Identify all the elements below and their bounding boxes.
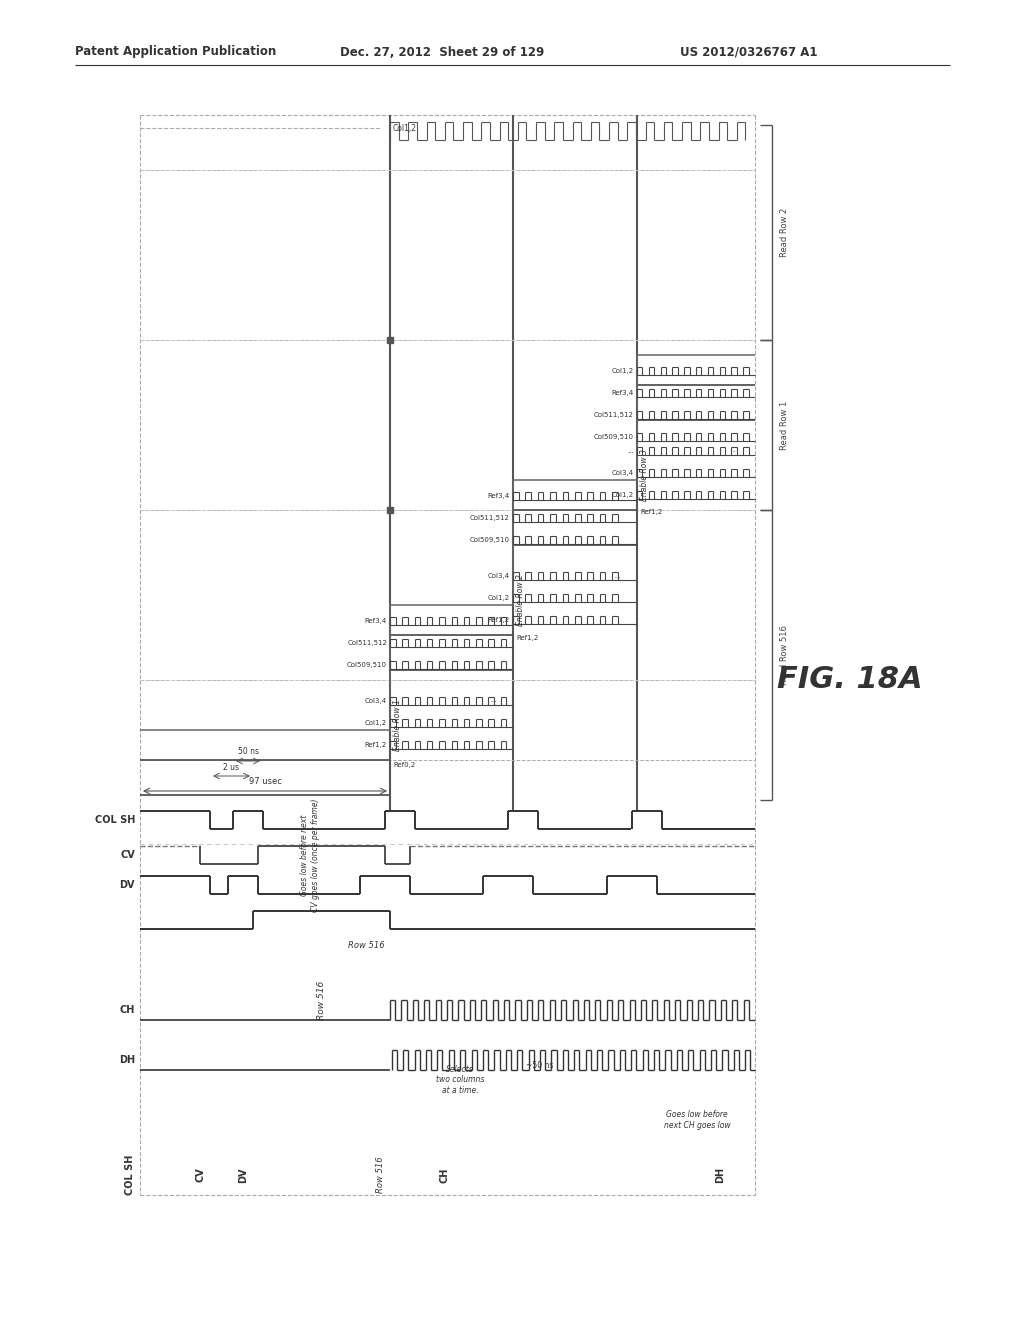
Text: Patent Application Publication: Patent Application Publication — [75, 45, 276, 58]
Text: Row 516: Row 516 — [316, 981, 326, 1019]
Text: Ref3,4: Ref3,4 — [611, 389, 634, 396]
Text: US 2012/0326767 A1: US 2012/0326767 A1 — [680, 45, 817, 58]
Text: Col511,512: Col511,512 — [594, 412, 634, 418]
Text: CV: CV — [195, 1168, 205, 1183]
Text: Col1,2: Col1,2 — [612, 492, 634, 498]
Text: CH: CH — [120, 1005, 135, 1015]
Text: Dec. 27, 2012  Sheet 29 of 129: Dec. 27, 2012 Sheet 29 of 129 — [340, 45, 544, 58]
Text: FIG. 18A: FIG. 18A — [777, 665, 923, 694]
Text: DV: DV — [238, 1167, 248, 1183]
Text: ~50 ns: ~50 ns — [526, 1060, 554, 1069]
Text: Goes low before
next CH goes low: Goes low before next CH goes low — [664, 1110, 730, 1130]
Text: Read Row 1: Read Row 1 — [780, 400, 790, 450]
Text: Row 516: Row 516 — [348, 940, 385, 949]
Text: Ref0,2: Ref0,2 — [393, 762, 416, 768]
Text: COL SH: COL SH — [94, 814, 135, 825]
Text: Col1,2: Col1,2 — [365, 719, 387, 726]
Text: 97 usec: 97 usec — [249, 777, 282, 785]
Text: Read Row 516: Read Row 516 — [780, 626, 790, 685]
Text: 50 ns: 50 ns — [238, 747, 258, 756]
Text: ...: ... — [613, 570, 621, 579]
Text: Read Row 2: Read Row 2 — [780, 207, 790, 257]
Text: Col1,2: Col1,2 — [612, 368, 634, 374]
Text: Col509,510: Col509,510 — [594, 434, 634, 440]
Text: Ref1,2: Ref1,2 — [640, 510, 663, 515]
Text: DH: DH — [119, 1055, 135, 1065]
Text: Enable Row 3: Enable Row 3 — [640, 449, 649, 500]
Text: CH: CH — [440, 1167, 450, 1183]
Text: CV: CV — [120, 850, 135, 861]
Text: Row 516: Row 516 — [376, 1156, 385, 1193]
Text: Col1,2: Col1,2 — [487, 595, 510, 601]
Text: Enable Row 1: Enable Row 1 — [393, 700, 402, 751]
Text: Ref3,4: Ref3,4 — [487, 492, 510, 499]
Text: COL SH: COL SH — [125, 1155, 135, 1195]
Text: Col3,4: Col3,4 — [487, 573, 510, 579]
Text: Ref1,2: Ref1,2 — [365, 742, 387, 748]
Text: Col511,512: Col511,512 — [470, 515, 510, 521]
Text: Col1,2: Col1,2 — [393, 124, 417, 132]
Text: Col3,4: Col3,4 — [612, 470, 634, 477]
Text: DV: DV — [120, 880, 135, 890]
Text: Col509,510: Col509,510 — [470, 537, 510, 543]
Text: Col509,510: Col509,510 — [347, 663, 387, 668]
Text: Ref1,2: Ref1,2 — [516, 635, 539, 642]
Text: ...: ... — [731, 446, 739, 454]
Text: ...: ... — [489, 696, 497, 705]
Text: Col511,512: Col511,512 — [347, 640, 387, 645]
Text: Ref1,2: Ref1,2 — [487, 616, 510, 623]
Text: 2 us: 2 us — [223, 763, 239, 772]
Text: Enable Row 2: Enable Row 2 — [516, 574, 525, 626]
Text: Selects
two columns
at a time.: Selects two columns at a time. — [436, 1065, 484, 1094]
Text: Ref3,4: Ref3,4 — [365, 618, 387, 624]
Text: ...: ... — [628, 447, 634, 454]
Text: DH: DH — [715, 1167, 725, 1183]
Text: Goes low before next
CV goes low (once per frame): Goes low before next CV goes low (once p… — [300, 799, 319, 912]
Text: Col3,4: Col3,4 — [365, 698, 387, 704]
